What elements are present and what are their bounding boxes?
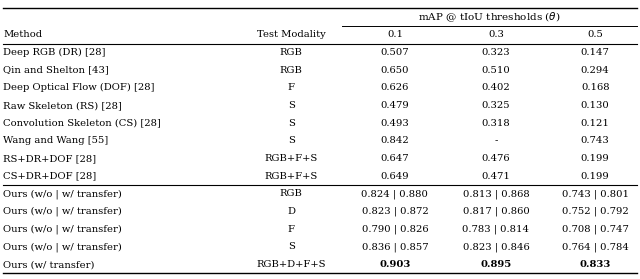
Text: 0.783 | 0.814: 0.783 | 0.814 xyxy=(463,225,529,234)
Text: 0.294: 0.294 xyxy=(581,66,609,75)
Text: Ours (w/o | w/ transfer): Ours (w/o | w/ transfer) xyxy=(3,224,122,234)
Text: Ours (w/o | w/ transfer): Ours (w/o | w/ transfer) xyxy=(3,189,122,199)
Text: 0.708 | 0.747: 0.708 | 0.747 xyxy=(562,225,628,234)
Text: S: S xyxy=(288,242,294,251)
Text: RGB+D+F+S: RGB+D+F+S xyxy=(257,260,326,269)
Text: 0.823 | 0.846: 0.823 | 0.846 xyxy=(463,242,529,252)
Text: S: S xyxy=(288,119,294,128)
Text: 0.790 | 0.826: 0.790 | 0.826 xyxy=(362,225,428,234)
Text: 0.650: 0.650 xyxy=(381,66,409,75)
Text: 0.895: 0.895 xyxy=(481,260,511,269)
Text: 0.824 | 0.880: 0.824 | 0.880 xyxy=(362,189,428,199)
Text: Deep RGB (DR) [28]: Deep RGB (DR) [28] xyxy=(3,48,106,57)
Text: 0.168: 0.168 xyxy=(581,83,609,92)
Text: S: S xyxy=(288,136,294,145)
Text: RGB+F+S: RGB+F+S xyxy=(264,172,318,181)
Text: F: F xyxy=(288,83,294,92)
Text: 0.649: 0.649 xyxy=(381,172,409,181)
Text: 0.752 | 0.792: 0.752 | 0.792 xyxy=(562,207,628,216)
Text: Wang and Wang [55]: Wang and Wang [55] xyxy=(3,136,108,145)
Text: 0.743: 0.743 xyxy=(581,136,609,145)
Text: Method: Method xyxy=(3,30,42,39)
Text: 0.510: 0.510 xyxy=(482,66,510,75)
Text: 0.199: 0.199 xyxy=(581,172,609,181)
Text: 0.1: 0.1 xyxy=(387,30,403,39)
Text: 0.471: 0.471 xyxy=(481,172,511,181)
Text: 0.130: 0.130 xyxy=(581,101,609,110)
Text: RGB: RGB xyxy=(280,48,303,57)
Text: mAP @ tIoU thresholds ($\theta$): mAP @ tIoU thresholds ($\theta$) xyxy=(419,11,561,24)
Text: 0.647: 0.647 xyxy=(381,154,409,163)
Text: Ours (w/o | w/ transfer): Ours (w/o | w/ transfer) xyxy=(3,207,122,217)
Text: 0.479: 0.479 xyxy=(381,101,409,110)
Text: Convolution Skeleton (CS) [28]: Convolution Skeleton (CS) [28] xyxy=(3,119,161,128)
Text: 0.323: 0.323 xyxy=(482,48,510,57)
Text: RGB+F+S: RGB+F+S xyxy=(264,154,318,163)
Text: 0.817 | 0.860: 0.817 | 0.860 xyxy=(463,207,529,216)
Text: RGB: RGB xyxy=(280,189,303,198)
Text: Qin and Shelton [43]: Qin and Shelton [43] xyxy=(3,66,109,75)
Text: 0.836 | 0.857: 0.836 | 0.857 xyxy=(362,242,428,252)
Text: Deep Optical Flow (DOF) [28]: Deep Optical Flow (DOF) [28] xyxy=(3,83,155,92)
Text: 0.833: 0.833 xyxy=(579,260,611,269)
Text: 0.493: 0.493 xyxy=(381,119,409,128)
Text: 0.813 | 0.868: 0.813 | 0.868 xyxy=(463,189,529,199)
Text: 0.121: 0.121 xyxy=(580,119,610,128)
Text: 0.325: 0.325 xyxy=(482,101,510,110)
Text: 0.823 | 0.872: 0.823 | 0.872 xyxy=(362,207,428,216)
Text: F: F xyxy=(288,225,294,234)
Text: 0.764 | 0.784: 0.764 | 0.784 xyxy=(562,242,628,252)
Text: 0.199: 0.199 xyxy=(581,154,609,163)
Text: Raw Skeleton (RS) [28]: Raw Skeleton (RS) [28] xyxy=(3,101,122,110)
Text: Ours (w/o | w/ transfer): Ours (w/o | w/ transfer) xyxy=(3,242,122,252)
Text: Test Modality: Test Modality xyxy=(257,30,326,39)
Text: 0.318: 0.318 xyxy=(482,119,510,128)
Text: 0.507: 0.507 xyxy=(381,48,409,57)
Text: -: - xyxy=(494,136,498,145)
Text: 0.3: 0.3 xyxy=(488,30,504,39)
Text: 0.743 | 0.801: 0.743 | 0.801 xyxy=(562,189,628,199)
Text: RGB: RGB xyxy=(280,66,303,75)
Text: 0.402: 0.402 xyxy=(482,83,510,92)
Text: 0.626: 0.626 xyxy=(381,83,409,92)
Text: D: D xyxy=(287,207,295,216)
Text: 0.476: 0.476 xyxy=(482,154,510,163)
Text: Ours (w/ transfer): Ours (w/ transfer) xyxy=(3,260,95,269)
Text: CS+DR+DOF [28]: CS+DR+DOF [28] xyxy=(3,172,97,181)
Text: 0.842: 0.842 xyxy=(381,136,409,145)
Text: 0.903: 0.903 xyxy=(379,260,411,269)
Text: RS+DR+DOF [28]: RS+DR+DOF [28] xyxy=(3,154,97,163)
Text: 0.5: 0.5 xyxy=(588,30,603,39)
Text: S: S xyxy=(288,101,294,110)
Text: 0.147: 0.147 xyxy=(580,48,610,57)
